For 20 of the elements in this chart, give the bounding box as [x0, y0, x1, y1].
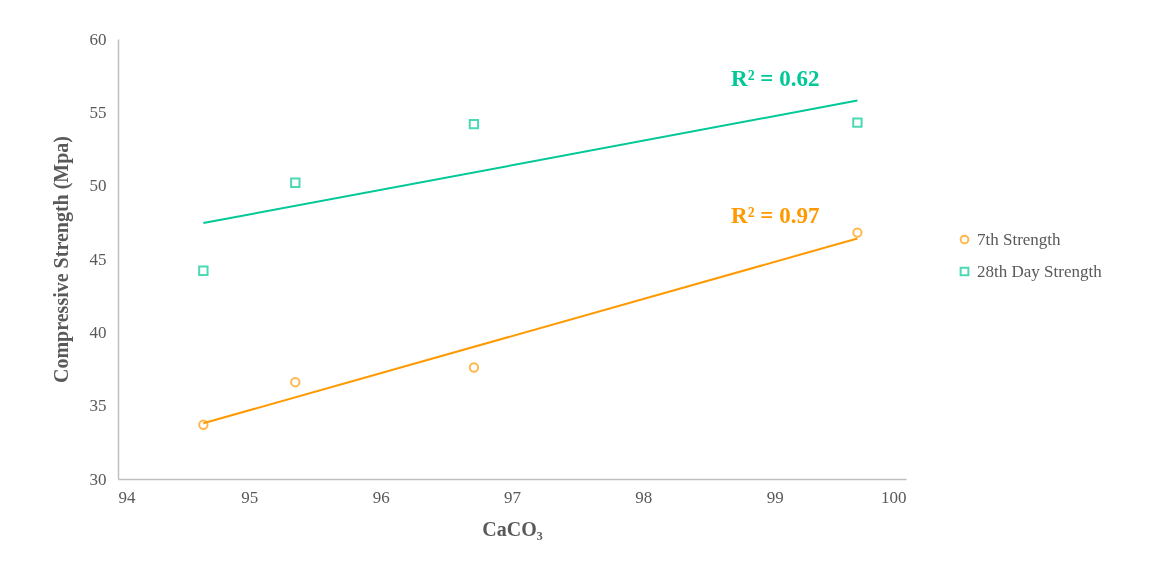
y-axis-title: Compressive Strength (Mpa) — [49, 135, 73, 384]
x-tick-label: 97 — [504, 487, 522, 507]
y-tick-label: 40 — [89, 322, 107, 342]
x-tick-label: 99 — [766, 487, 784, 507]
y-tick-label: 50 — [89, 176, 107, 196]
y-tick-label: 55 — [89, 102, 107, 122]
x-axis-title: CaCO₃ — [482, 517, 543, 540]
y-tick-label: 35 — [89, 396, 107, 416]
annotation: R² = 0.97 — [731, 203, 820, 229]
legend-label: 28th Day Strength — [977, 261, 1103, 281]
y-tick-label: 60 — [89, 29, 107, 49]
x-tick-label: 100 — [881, 487, 907, 507]
x-tick-label: 94 — [118, 487, 136, 507]
legend-label: 7th Strength — [977, 229, 1062, 249]
x-tick-label: 96 — [372, 487, 390, 507]
x-tick-label: 95 — [241, 487, 259, 507]
y-tick-label: 45 — [89, 249, 107, 269]
y-tick-label: 30 — [89, 469, 107, 489]
x-tick-label: 98 — [635, 487, 653, 507]
annotation: R² = 0.62 — [731, 65, 820, 91]
